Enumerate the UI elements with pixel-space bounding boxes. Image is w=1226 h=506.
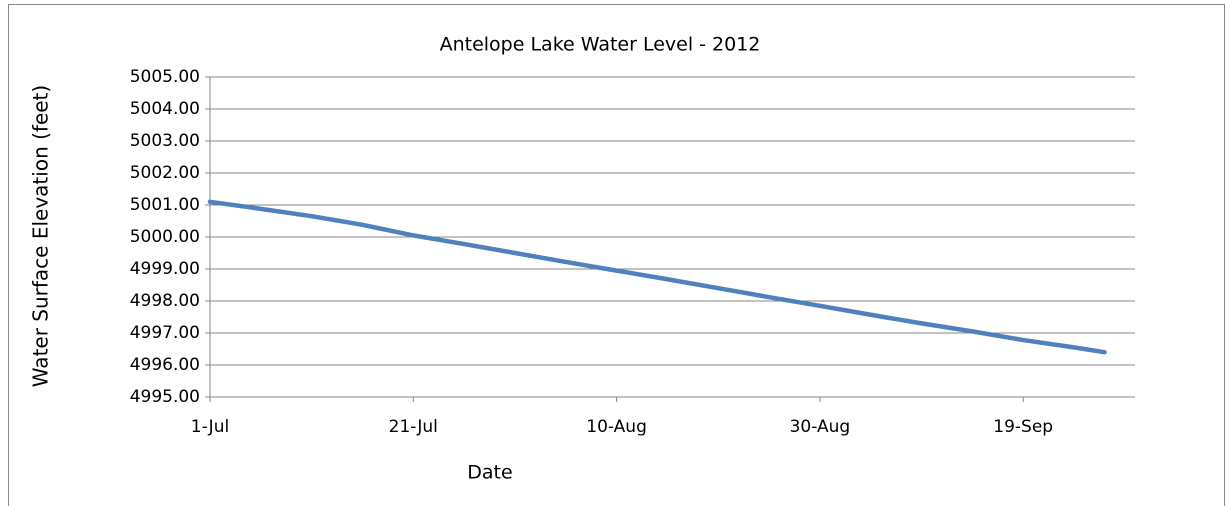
y-tick-label: 4997.00: [130, 323, 200, 343]
y-tick-label: 4996.00: [130, 355, 200, 375]
x-axis-label: Date: [467, 462, 512, 484]
x-tick-label: 19-Sep: [993, 417, 1053, 437]
chart-border: [8, 4, 1225, 506]
chart-title: Antelope Lake Water Level - 2012: [440, 34, 761, 56]
y-axis-label: Water Surface Elevation (feet): [29, 85, 53, 387]
y-tick-label: 5004.00: [130, 99, 200, 119]
x-tick-label: 1-Jul: [191, 417, 229, 437]
y-tick-label: 5001.00: [130, 195, 200, 215]
y-tick-label: 5005.00: [130, 67, 200, 87]
x-tick-label: 10-Aug: [586, 417, 647, 437]
y-tick-label: 4995.00: [130, 387, 200, 407]
y-tick-label: 4998.00: [130, 291, 200, 311]
x-tick-label: 30-Aug: [790, 417, 851, 437]
y-tick-label: 5000.00: [130, 227, 200, 247]
x-tick-label: 21-Jul: [389, 417, 438, 437]
y-tick-label: 4999.00: [130, 259, 200, 279]
y-tick-label: 5003.00: [130, 131, 200, 151]
data-line: [207, 199, 1107, 355]
y-tick-label: 5002.00: [130, 163, 200, 183]
